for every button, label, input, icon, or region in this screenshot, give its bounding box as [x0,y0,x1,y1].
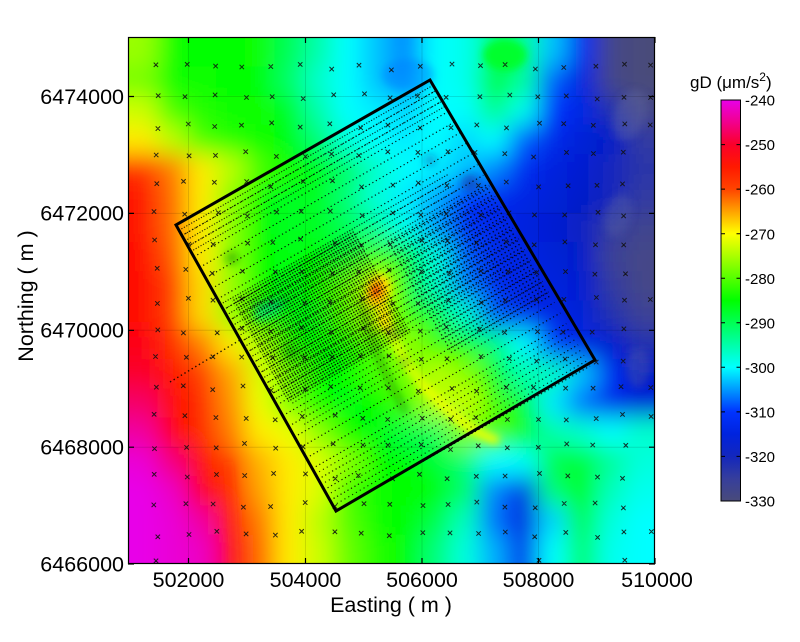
svg-text:6468000: 6468000 [40,436,124,460]
svg-text:6470000: 6470000 [40,319,124,343]
svg-text:Easting ( m ): Easting ( m ) [330,593,452,617]
svg-text:510000: 510000 [621,568,693,592]
svg-text:-260: -260 [745,182,775,199]
svg-text:508000: 508000 [503,568,575,592]
svg-text:6466000: 6466000 [40,552,124,576]
svg-text:-280: -280 [745,271,775,288]
svg-text:502000: 502000 [153,568,225,592]
svg-text:-330: -330 [745,494,775,511]
svg-text:-320: -320 [745,449,775,466]
svg-text:506000: 506000 [386,568,458,592]
svg-text:-310: -310 [745,405,775,422]
svg-text:-300: -300 [745,360,775,377]
svg-text:6472000: 6472000 [40,202,124,226]
svg-text:-270: -270 [745,226,775,243]
svg-text:-250: -250 [745,137,775,154]
svg-text:-240: -240 [745,93,775,110]
svg-text:-290: -290 [745,315,775,332]
svg-text:Northing ( m ): Northing ( m ) [14,230,38,361]
svg-text:6474000: 6474000 [40,85,124,109]
svg-text:gD (μm/s2): gD (μm/s2) [690,70,772,92]
svg-text:504000: 504000 [270,568,342,592]
